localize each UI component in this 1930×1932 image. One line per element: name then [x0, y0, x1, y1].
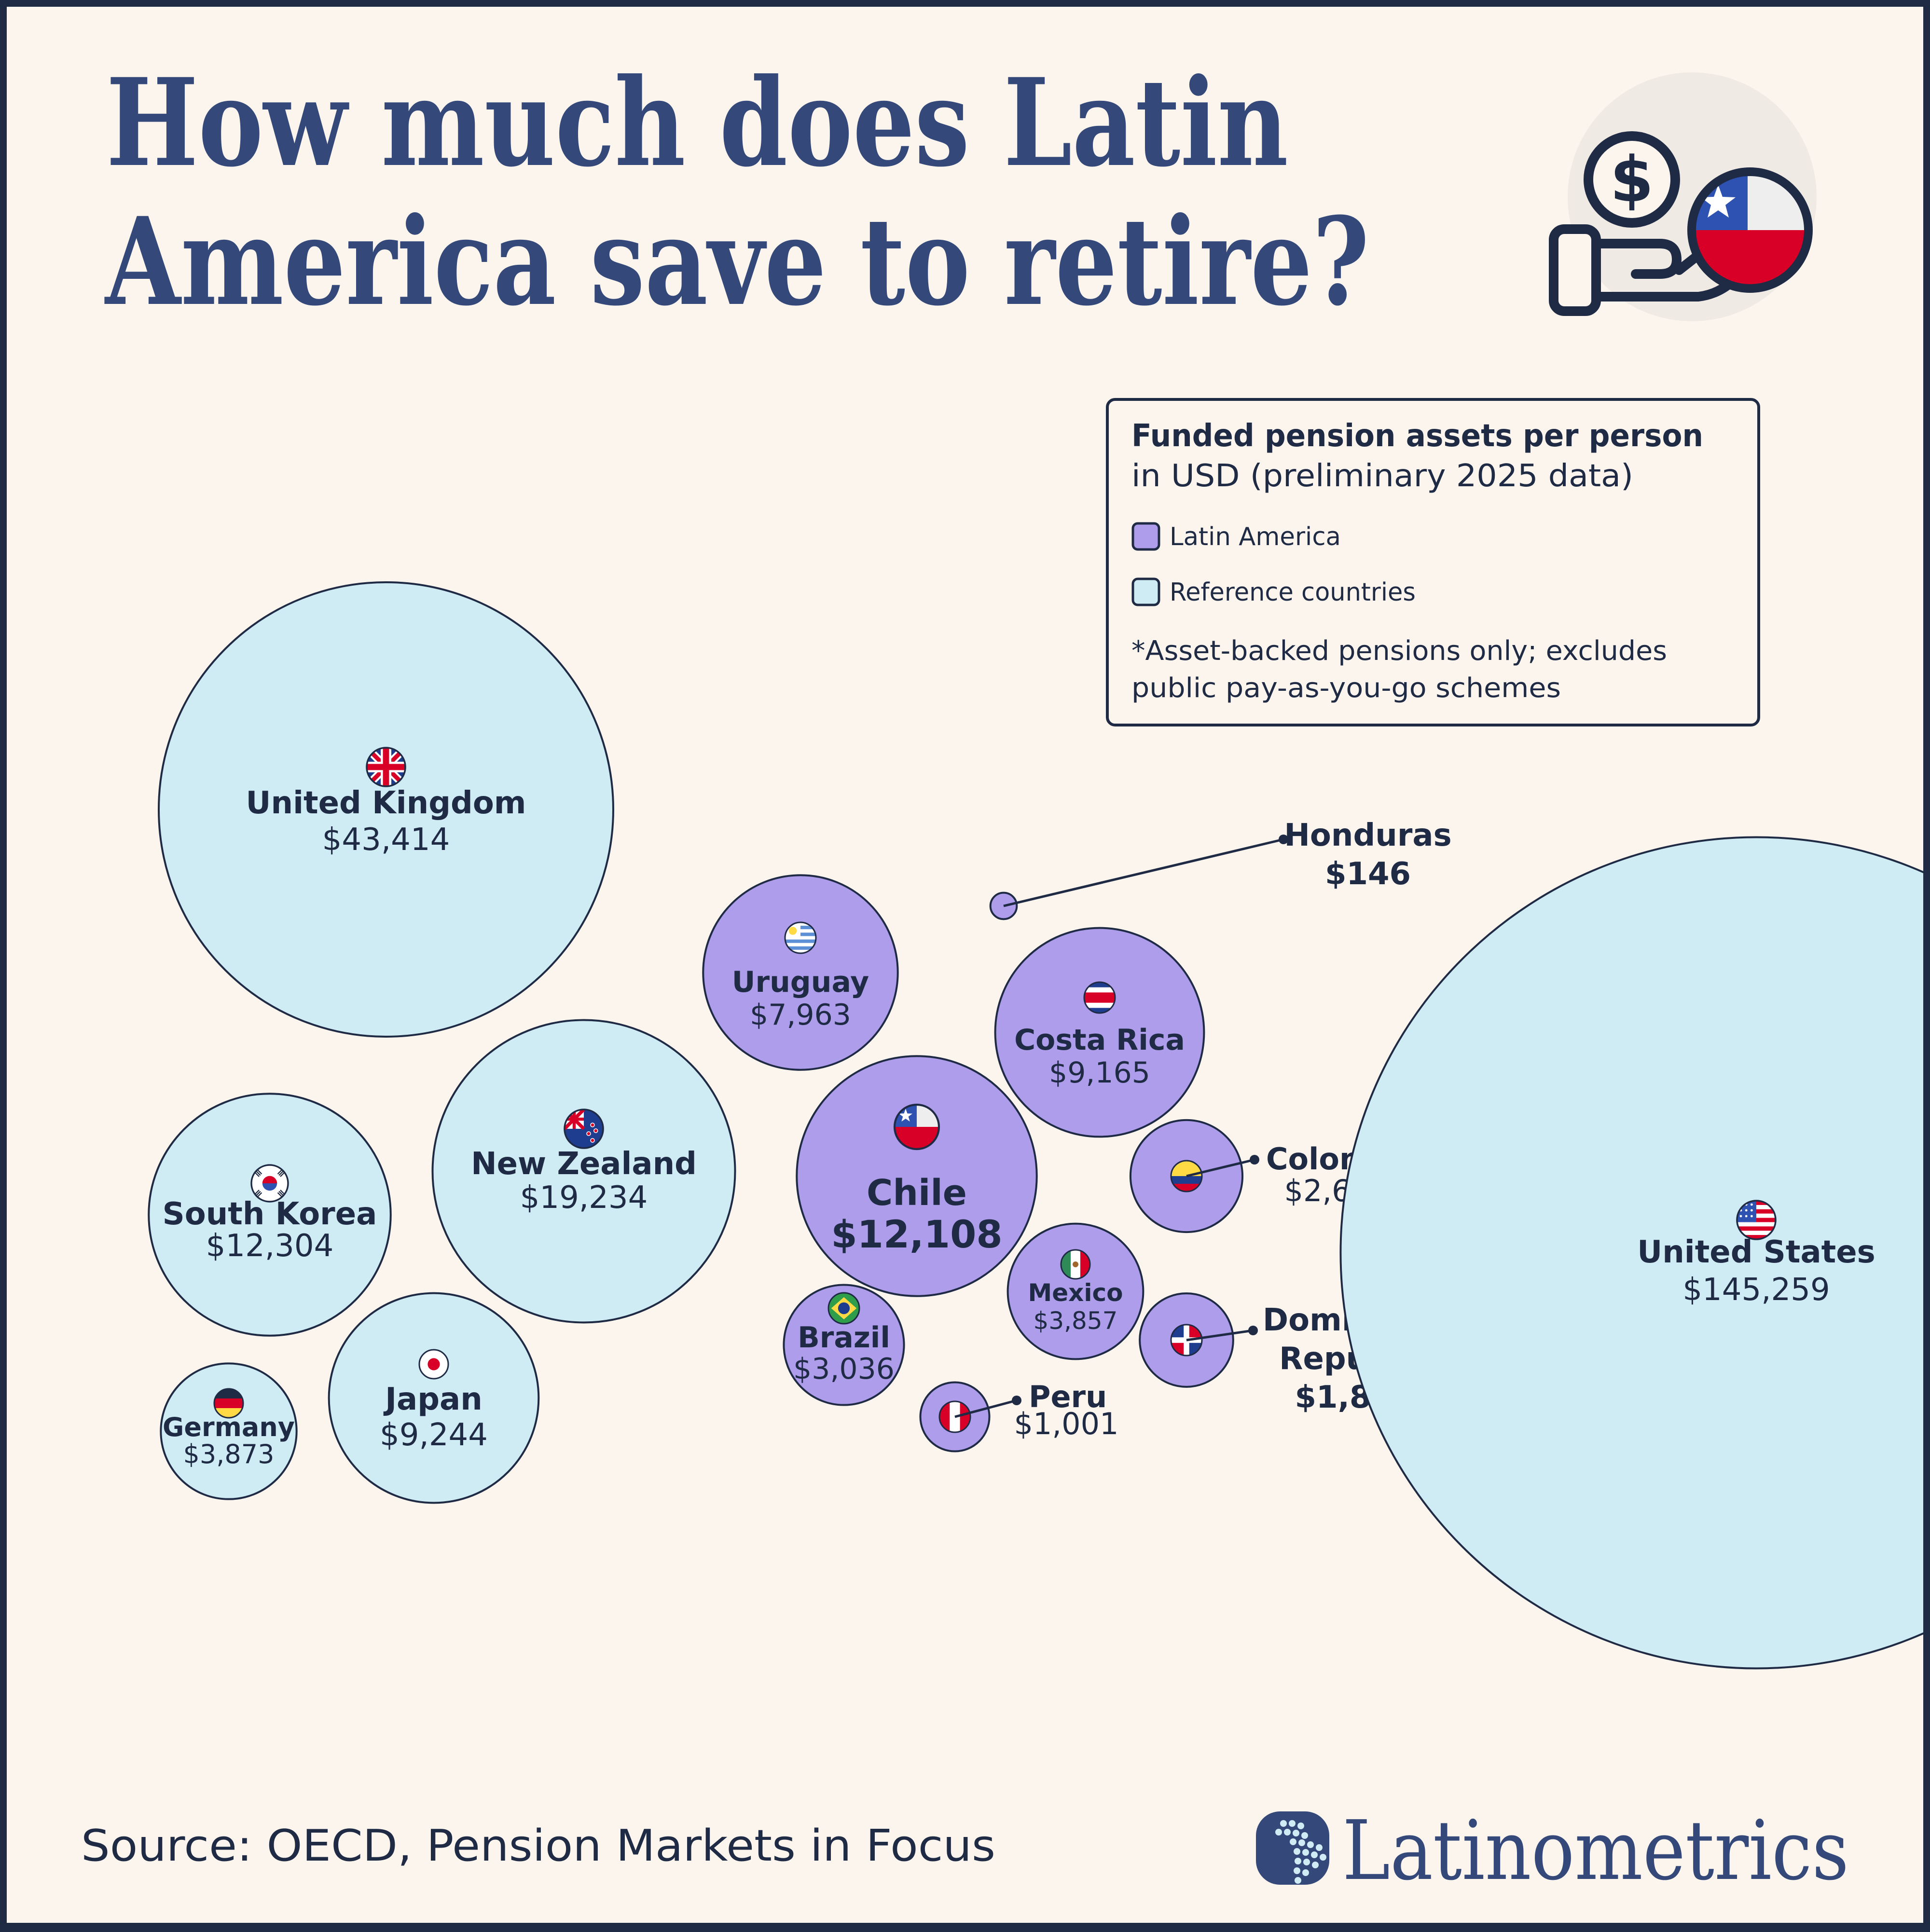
bubble-circle-united-kingdom [158, 581, 614, 1038]
bubble-new-zealand: New Zealand$19,234 [431, 1019, 736, 1324]
costa-rica-flag-icon [1083, 981, 1116, 1014]
country-label-honduras: Honduras [1284, 818, 1451, 853]
legend-note-line-2: public pay-as-you-go schemes [1131, 672, 1561, 704]
germany-flag-icon [213, 1388, 244, 1419]
brazil-flag-icon [827, 1292, 860, 1325]
leader-line-peru [954, 1399, 1017, 1418]
bubble-circle-costa-rica [994, 927, 1205, 1138]
bubble-honduras: Honduras$146 [989, 818, 1452, 920]
leader-line-colombia [1186, 1158, 1255, 1178]
country-label-united-states: United States [1637, 1234, 1875, 1270]
value-label-mexico: $3,857 [1034, 1307, 1118, 1335]
leader-dot-colombia [1250, 1155, 1259, 1165]
legend-label-latin-america: Latin America [1170, 522, 1341, 551]
country-label-new-zealand: New Zealand [471, 1146, 697, 1182]
bubble-chile: Chile$12,108 [796, 1055, 1038, 1297]
bubble-south-korea: South Korea$12,304 [148, 1093, 392, 1337]
legend-label-reference: Reference countries [1170, 578, 1416, 607]
source-note: Source: OECD, Pension Markets in Focus [81, 1821, 995, 1871]
uk-flag-icon [366, 747, 406, 787]
bubble-circle-uruguay [702, 874, 899, 1071]
legend-heading-line-1: Funded pension assets per person [1131, 418, 1703, 454]
title-line-2: America save to retire? [104, 191, 1369, 332]
value-label-honduras: $146 [1325, 856, 1411, 892]
value-label-united-kingdom: $43,414 [322, 822, 450, 858]
legend-heading-line-2: in USD (preliminary 2025 data) [1131, 458, 1633, 494]
leader-dot-honduras [1279, 835, 1288, 844]
country-label-brazil: Brazil [798, 1321, 890, 1355]
value-label-japan: $9,244 [380, 1417, 488, 1453]
country-label-united-kingdom: United Kingdom [246, 785, 526, 821]
value-label-uruguay: $7,963 [750, 998, 851, 1032]
legend-box [1106, 398, 1760, 726]
latinometrics-logo-icon [1256, 1811, 1329, 1885]
new-zealand-flag-icon [564, 1109, 604, 1149]
bubble-united-states: United States$145,259 [1339, 836, 1923, 1670]
country-label-japan: Japan [383, 1382, 482, 1417]
value-label-germany: $3,873 [183, 1439, 275, 1469]
bubble-united-kingdom: United Kingdom$43,414 [158, 581, 614, 1038]
south-korea-flag-icon [250, 1164, 289, 1203]
uruguay-flag-icon [784, 921, 817, 954]
mexico-flag-icon [1060, 1249, 1091, 1280]
legend-note-line-1: *Asset-backed pensions only; excludes [1131, 635, 1667, 667]
bubble-costa-rica: Costa Rica$9,165 [994, 927, 1205, 1138]
leader-dot-dominican-republic [1248, 1326, 1258, 1335]
bubble-uruguay: Uruguay$7,963 [702, 874, 899, 1071]
bubble-circle-chile [796, 1055, 1038, 1297]
bubble-japan: Japan$9,244 [328, 1292, 540, 1504]
country-label-south-korea: South Korea [163, 1196, 377, 1232]
title-line-1: How much does Latin [106, 52, 1288, 193]
bubble-circle-japan [328, 1292, 540, 1504]
japan-flag-icon [418, 1349, 449, 1380]
page-title: How much does Latin America save to reti… [104, 52, 1369, 332]
bubble-mexico: Mexico$3,857 [1006, 1222, 1144, 1360]
country-label-costa-rica: Costa Rica [1014, 1023, 1185, 1057]
bubble-germany: Germany$3,873 [160, 1362, 298, 1500]
bubble-circle-brazil [783, 1284, 905, 1406]
country-label-germany: Germany [163, 1412, 295, 1442]
country-label-peru: Peru [1029, 1379, 1107, 1414]
legend-swatch-latin-america [1131, 522, 1160, 551]
bubble-circle-south-korea [148, 1093, 392, 1337]
dollar-sign-icon: $ [1610, 143, 1654, 216]
country-label-mexico: Mexico [1028, 1279, 1123, 1307]
bubble-chart: Honduras$146 Uruguay$7,963 Costa Rica$9,16… [148, 581, 1923, 1670]
leader-line-honduras [1003, 838, 1284, 907]
value-label-chile: $12,108 [831, 1213, 1002, 1257]
header-chile-flag-icon [1687, 167, 1813, 293]
chart-legend: Funded pension assets per person in USD … [1106, 398, 1760, 726]
bubble-circle-united-states [1339, 836, 1923, 1670]
bubble-circle-new-zealand [431, 1019, 736, 1324]
peru-flag-icon [938, 1400, 971, 1433]
country-label-chile: Chile [867, 1172, 967, 1214]
value-label-brazil: $3,036 [793, 1352, 895, 1386]
value-label-costa-rica: $9,165 [1049, 1056, 1150, 1090]
value-label-united-states: $145,259 [1682, 1272, 1830, 1308]
value-label-peru: $1,001 [1014, 1406, 1119, 1441]
dominican-republic-flag-icon [1170, 1324, 1203, 1357]
value-label-south-korea: $12,304 [206, 1228, 334, 1264]
bubble-brazil: Brazil$3,036 [783, 1284, 905, 1406]
leader-line-dominican-republic [1186, 1329, 1254, 1342]
leader-dot-peru [1012, 1396, 1021, 1405]
bubble-peru: Peru$1,001 [919, 1379, 1119, 1452]
value-label-new-zealand: $19,234 [520, 1180, 648, 1216]
country-label-uruguay: Uruguay [732, 965, 869, 999]
chile-flag-icon [893, 1103, 940, 1151]
us-flag-icon [1736, 1200, 1777, 1240]
legend-swatch-reference [1131, 577, 1160, 606]
bubble-circle-germany [160, 1362, 298, 1500]
brand-wordmark: Latinometrics [1342, 1803, 1849, 1899]
hand-holding-coin-icon: $ [1549, 72, 1817, 321]
bubble-circle-mexico [1006, 1222, 1144, 1360]
